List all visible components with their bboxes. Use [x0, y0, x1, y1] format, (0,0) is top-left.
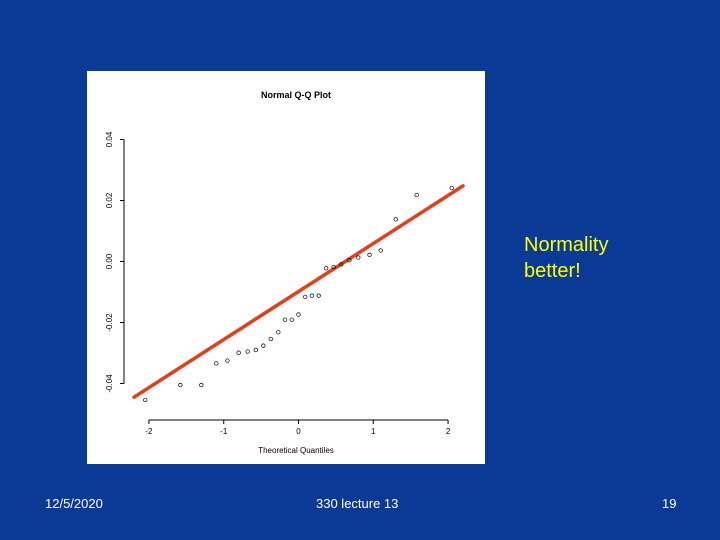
data-point: [199, 382, 204, 388]
callout-line-1: Normality: [524, 234, 609, 256]
data-point: [214, 361, 219, 366]
data-point: [261, 343, 266, 348]
chart-title: Normal Q-Q Plot: [261, 90, 331, 100]
data-point: [178, 382, 183, 388]
y-tick-label: 0.04: [105, 131, 114, 147]
data-point: [378, 248, 383, 253]
footer-date: 12/5/2020: [45, 496, 103, 511]
y-tick-label: -0.02: [105, 313, 114, 332]
data-point: [253, 347, 259, 353]
data-point: [338, 262, 344, 267]
data-point: [245, 349, 250, 354]
x-tick-label: -2: [145, 427, 153, 436]
data-point: [303, 294, 308, 300]
reference-line: [132, 184, 465, 399]
data-point: [414, 192, 419, 198]
data-point: [225, 358, 230, 363]
x-axis: -2 -1 0 1 2: [145, 419, 451, 436]
data-point: [316, 293, 321, 298]
x-tick-label: 2: [446, 427, 451, 436]
data-point: [356, 255, 361, 260]
data-point: [296, 312, 301, 317]
qq-plot-panel: Normal Q-Q Plot -2 -1 0 1 2 -0.04 -0.02 0.00 0.…: [87, 71, 485, 464]
qq-plot: Normal Q-Q Plot -2 -1 0 1 2 -0.04 -0.02 0.00 0.…: [105, 90, 465, 455]
data-point: [276, 330, 281, 335]
data-point: [449, 185, 454, 191]
y-tick-label: -0.04: [105, 374, 114, 393]
y-tick-label: 0.02: [105, 192, 114, 208]
data-point: [324, 266, 329, 271]
footer-page-number: 19: [662, 496, 677, 511]
x-tick-label: 1: [371, 427, 376, 436]
x-axis-label: Theoretical Quantiles: [258, 446, 334, 455]
data-point: [236, 350, 241, 355]
data-point: [393, 217, 398, 222]
callout-text: Normality better!: [524, 232, 674, 284]
y-axis: -0.04 -0.02 0.00 0.02 0.04: [105, 131, 125, 393]
data-point: [268, 336, 273, 342]
footer-title: 330 lecture 13: [316, 496, 399, 511]
data-point: [282, 317, 288, 322]
x-tick-label: -1: [220, 427, 228, 436]
data-point: [289, 317, 294, 322]
data-point: [309, 293, 315, 298]
callout-line-2: better!: [524, 260, 581, 282]
data-point: [143, 397, 148, 403]
data-point: [367, 252, 372, 257]
x-tick-label: 0: [296, 427, 301, 436]
y-tick-label: 0.00: [105, 253, 114, 269]
data-points: [143, 185, 454, 403]
data-point: [331, 264, 336, 270]
data-point: [347, 258, 352, 263]
